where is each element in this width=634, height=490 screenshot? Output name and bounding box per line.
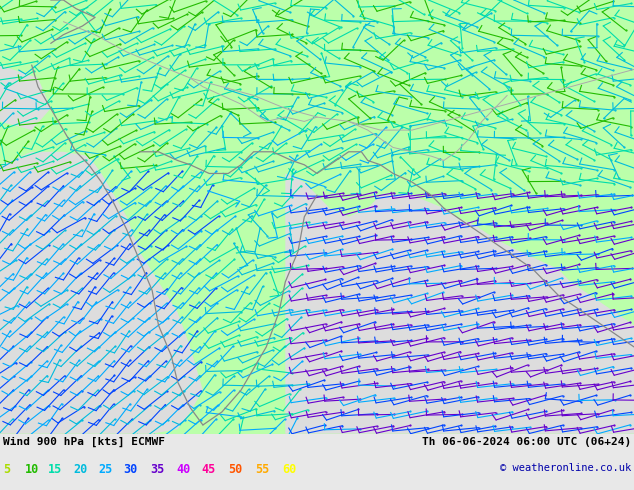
Text: 40: 40 (176, 463, 190, 476)
Polygon shape (285, 173, 634, 434)
Text: 50: 50 (228, 463, 242, 476)
Text: Th 06-06-2024 06:00 UTC (06+24): Th 06-06-2024 06:00 UTC (06+24) (422, 437, 631, 447)
Polygon shape (0, 65, 51, 130)
Text: 60: 60 (282, 463, 296, 476)
Text: 35: 35 (150, 463, 164, 476)
Polygon shape (0, 152, 203, 434)
Text: © weatheronline.co.uk: © weatheronline.co.uk (500, 463, 631, 473)
Text: 10: 10 (25, 463, 39, 476)
Text: 15: 15 (48, 463, 61, 476)
Text: 55: 55 (255, 463, 269, 476)
Text: 20: 20 (73, 463, 87, 476)
Text: 30: 30 (124, 463, 138, 476)
Text: 5: 5 (3, 463, 10, 476)
Text: 25: 25 (98, 463, 112, 476)
Text: Wind 900 hPa [kts] ECMWF: Wind 900 hPa [kts] ECMWF (3, 437, 165, 447)
Text: 45: 45 (202, 463, 216, 476)
